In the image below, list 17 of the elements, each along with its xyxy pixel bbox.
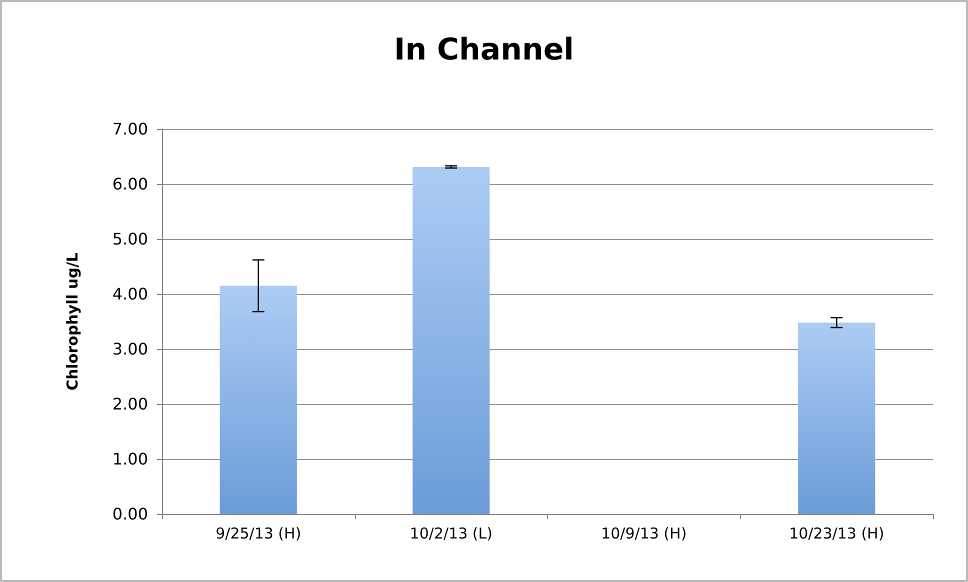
y-tick-label: 7.00: [112, 120, 148, 138]
y-tick-label: 4.00: [112, 284, 148, 304]
y-tick-label: 6.00: [112, 174, 148, 194]
y-tick-label: 5.00: [112, 230, 148, 248]
y-tick-label: 0.00: [112, 504, 148, 524]
x-tick-label: 10/9/13 (H): [601, 524, 687, 542]
y-axis-title: Chlorophyll ug/L: [64, 252, 82, 390]
chart-title: In Channel: [394, 32, 574, 68]
y-tick-label: 2.00: [112, 394, 148, 414]
bar: [798, 322, 876, 514]
x-tick-label: 10/2/13 (L): [410, 524, 492, 542]
y-tick-label: 1.00: [112, 450, 148, 468]
bar: [412, 166, 490, 514]
y-tick-label: 3.00: [112, 340, 148, 358]
x-tick-label: 10/23/13 (H): [789, 524, 884, 542]
x-tick-label: 9/25/13 (H): [216, 524, 302, 542]
bar: [220, 286, 297, 514]
